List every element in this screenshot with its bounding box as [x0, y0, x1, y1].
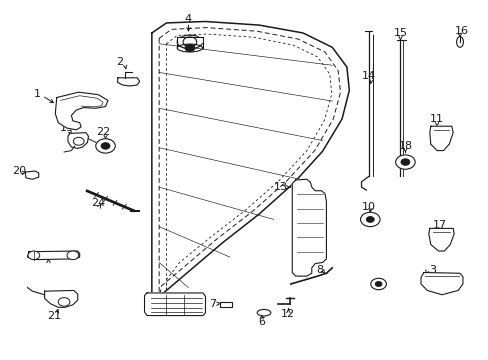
Circle shape [360, 212, 379, 226]
Circle shape [366, 217, 373, 222]
Text: 20: 20 [12, 166, 26, 176]
Ellipse shape [177, 35, 202, 49]
Text: 3: 3 [428, 265, 435, 275]
Polygon shape [292, 179, 326, 276]
Text: 7: 7 [209, 299, 216, 309]
Polygon shape [177, 37, 202, 42]
Circle shape [370, 278, 386, 290]
Text: 21: 21 [47, 311, 61, 321]
Text: 23: 23 [40, 252, 54, 262]
Ellipse shape [456, 37, 463, 47]
Text: 5: 5 [170, 308, 177, 318]
Circle shape [28, 251, 40, 260]
Circle shape [395, 155, 414, 169]
Polygon shape [428, 228, 453, 251]
Text: 19: 19 [60, 123, 73, 133]
Circle shape [96, 139, 115, 153]
Polygon shape [44, 291, 78, 307]
Text: 24: 24 [91, 198, 105, 208]
Text: 18: 18 [398, 141, 412, 151]
Polygon shape [27, 251, 80, 260]
Text: 22: 22 [96, 127, 110, 136]
Text: 17: 17 [431, 220, 446, 230]
Text: 6: 6 [258, 317, 264, 327]
Polygon shape [429, 126, 452, 150]
Circle shape [67, 251, 79, 260]
Circle shape [73, 137, 84, 145]
Circle shape [400, 159, 409, 165]
Text: 11: 11 [429, 114, 443, 124]
Text: 13: 13 [273, 182, 287, 192]
Circle shape [184, 44, 194, 51]
Circle shape [58, 298, 70, 306]
Text: 15: 15 [393, 28, 407, 38]
Text: 4: 4 [184, 14, 192, 24]
Text: 8: 8 [316, 265, 323, 275]
Circle shape [101, 143, 110, 149]
Polygon shape [220, 302, 232, 307]
Text: 10: 10 [361, 202, 375, 212]
Text: 2: 2 [116, 57, 123, 67]
Polygon shape [118, 78, 140, 86]
Ellipse shape [257, 310, 270, 316]
Circle shape [374, 282, 381, 287]
Text: 16: 16 [453, 26, 468, 36]
Text: 1: 1 [34, 89, 41, 99]
Text: 12: 12 [281, 310, 295, 319]
Text: 14: 14 [361, 71, 375, 81]
Polygon shape [144, 293, 205, 316]
Polygon shape [55, 92, 108, 130]
Polygon shape [25, 171, 39, 179]
Polygon shape [420, 273, 462, 295]
Text: 9: 9 [374, 281, 382, 291]
Polygon shape [68, 133, 88, 148]
